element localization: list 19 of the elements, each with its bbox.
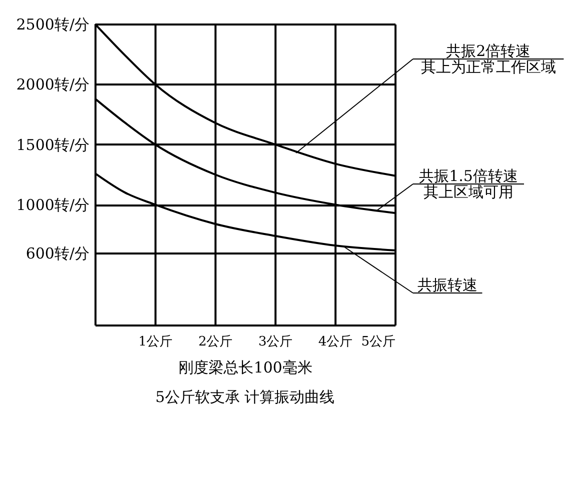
text: 5公斤软支承 计算振动曲线 [155, 388, 335, 406]
x-tick-label: 2公斤 [198, 334, 233, 350]
y-tick-label: 1500转/分 [16, 136, 90, 154]
x-tick-label: 5公斤 [361, 334, 396, 350]
line-series [94, 98, 396, 214]
text: 共振2倍转速 [446, 42, 531, 60]
text: 其上区域可用 [424, 183, 514, 201]
x-tick-label: 4公斤 [318, 334, 353, 350]
x-tick-label: 3公斤 [258, 334, 293, 350]
annotation: 共振转速 [418, 276, 478, 294]
annotation: 共振1.5倍转速 [419, 167, 518, 185]
y-tick-label: 2000转/分 [16, 76, 90, 94]
x-axis-title: 刚度梁总长100毫米 [178, 358, 312, 376]
text: 其上为正常工作区域 [420, 58, 556, 76]
line-series [94, 172, 396, 252]
x-tick-label: 1公斤 [138, 334, 173, 350]
y-tick-label: 1000转/分 [16, 196, 90, 214]
y-tick-label: 2500转/分 [16, 16, 90, 34]
y-tick-label: 600转/分 [26, 244, 90, 262]
